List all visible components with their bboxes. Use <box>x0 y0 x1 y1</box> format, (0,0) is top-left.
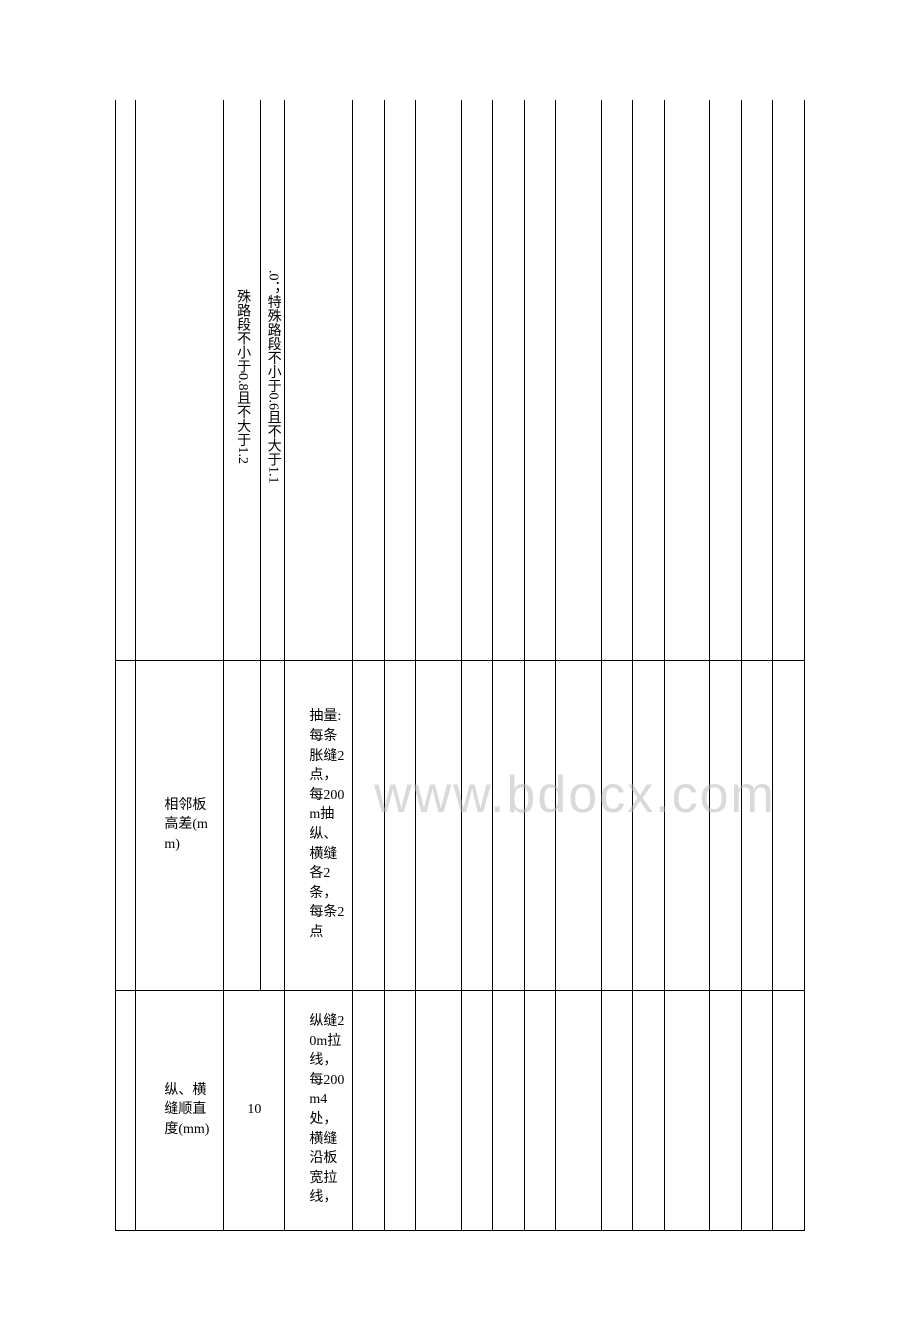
cell <box>633 990 665 1230</box>
cell-vertical: 殊路段不小于0.8且不大于1.2 <box>224 100 260 660</box>
cell <box>493 100 525 660</box>
cell <box>136 100 224 660</box>
cell <box>710 660 742 990</box>
cell-label: 相邻板高差(mm) <box>136 660 224 990</box>
cell <box>664 660 709 990</box>
cell <box>741 990 773 1230</box>
cell <box>633 660 665 990</box>
cell <box>384 660 416 990</box>
cell <box>493 990 525 1230</box>
cell <box>773 660 805 990</box>
cell <box>773 100 805 660</box>
cell <box>741 100 773 660</box>
cell <box>353 990 385 1230</box>
cell-content: 纵缝20m拉线，每200m4处，横缝沿板宽拉线， <box>285 990 353 1230</box>
cell <box>353 100 385 660</box>
cell-content: 抽量:每条胀缝2点，每200m抽纵、横缝各2条，每条2点 <box>285 660 353 990</box>
cell <box>524 100 556 660</box>
cell <box>710 990 742 1230</box>
cell <box>116 100 136 660</box>
cell <box>664 990 709 1230</box>
cell <box>353 660 385 990</box>
cell <box>556 660 601 990</box>
cell-vertical: .0；特殊路段不小于0.6且不大于1.1 <box>260 100 285 660</box>
table-row: 殊路段不小于0.8且不大于1.2 .0；特殊路段不小于0.6且不大于1.1 <box>116 100 805 660</box>
cell <box>741 660 773 990</box>
cell <box>601 100 633 660</box>
cell <box>461 660 493 990</box>
cell <box>493 660 525 990</box>
cell <box>461 990 493 1230</box>
cell <box>773 990 805 1230</box>
cell <box>416 660 461 990</box>
cell <box>260 660 285 990</box>
cell <box>116 990 136 1230</box>
cell <box>285 100 353 660</box>
cell <box>384 100 416 660</box>
cell <box>664 100 709 660</box>
cell <box>116 660 136 990</box>
table-row: 相邻板高差(mm) 抽量:每条胀缝2点，每200m抽纵、横缝各2条，每条2点 <box>116 660 805 990</box>
spec-table: 殊路段不小于0.8且不大于1.2 .0；特殊路段不小于0.6且不大于1.1 相邻… <box>115 100 805 1231</box>
cell-value: 10 <box>224 990 285 1230</box>
table-row: 纵、横缝顺直度(mm) 10 纵缝20m拉线，每200m4处，横缝沿板宽拉线， <box>116 990 805 1230</box>
cell <box>633 100 665 660</box>
cell <box>601 660 633 990</box>
cell <box>416 100 461 660</box>
cell <box>524 660 556 990</box>
cell <box>601 990 633 1230</box>
cell <box>224 660 260 990</box>
cell-label: 纵、横缝顺直度(mm) <box>136 990 224 1230</box>
cell <box>524 990 556 1230</box>
cell <box>461 100 493 660</box>
cell <box>556 100 601 660</box>
cell <box>556 990 601 1230</box>
cell <box>416 990 461 1230</box>
cell <box>710 100 742 660</box>
cell <box>384 990 416 1230</box>
